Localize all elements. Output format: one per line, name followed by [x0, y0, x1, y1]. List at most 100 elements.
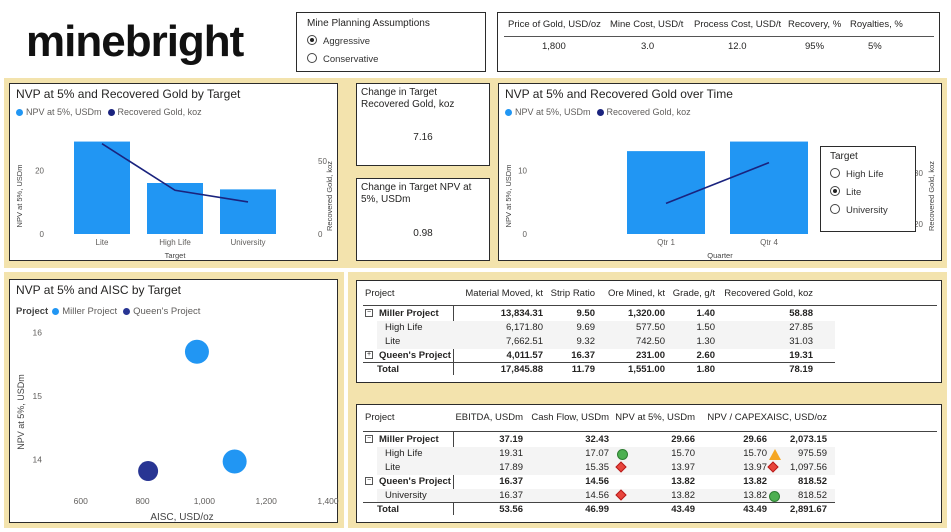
table-row-value: 818.52	[797, 490, 827, 501]
chart1-svg: NPV at 5%, USDm Recovered Gold, koz Targ…	[15, 141, 334, 260]
table-row-label: High Life	[385, 448, 423, 459]
chart-legend: NPV at 5%, USDm Recovered Gold, koz	[505, 107, 691, 117]
group-row-label: Queen's Project	[379, 350, 451, 361]
collapse-icon[interactable]: −	[365, 309, 373, 317]
chart-npv-aisc: NVP at 5% and AISC by Target Project Mil…	[9, 279, 339, 523]
legend-queens-label: Queen's Project	[133, 306, 201, 317]
kpi-label: Change in Target NPV at 5%, USDm	[361, 182, 472, 205]
y-tick-label: 20	[35, 166, 44, 175]
total-row-label: Total	[377, 504, 399, 515]
orange-triangle-icon	[769, 449, 781, 460]
table-row-value: 7,662.51	[506, 336, 543, 347]
radio-selected-icon	[830, 186, 840, 196]
table-row-value: 13.82	[671, 490, 695, 501]
total-row-value: 78.19	[789, 364, 813, 375]
option-university[interactable]: University	[830, 204, 888, 216]
group-row-value: 37.19	[499, 434, 523, 445]
row-background	[377, 321, 835, 335]
chart-npv-by-target: NVP at 5% and Recovered Gold by Target N…	[9, 83, 338, 261]
param-value-process-cost: 12.0	[728, 41, 747, 52]
option-label: University	[846, 205, 888, 216]
table-row-value: 13.97	[743, 462, 767, 473]
y-tick-label: 16	[33, 328, 43, 338]
legend-miller-marker	[52, 308, 60, 315]
table-row-value: 15.70	[743, 448, 767, 459]
divider	[504, 36, 934, 37]
y-tick-label-right: 50	[318, 157, 327, 166]
radio-unselected-icon	[830, 204, 840, 214]
collapse-icon[interactable]: −	[365, 435, 373, 443]
y-tick-label: 0	[40, 230, 45, 239]
group-row-value: 19.31	[789, 350, 813, 361]
x-tick-label: 600	[74, 496, 88, 506]
option-aggressive[interactable]: Aggressive	[307, 35, 370, 47]
table-row-value: 15.35	[585, 462, 609, 473]
chart3-svg: NPV at 5%, USDm AISC, USD/oz 600 800 1,000…	[16, 328, 339, 523]
y-tick-label: 14	[33, 455, 43, 465]
column-header: Material Moved, kt	[465, 288, 543, 299]
x-axis-label: Quarter	[707, 251, 733, 260]
x-tick-label: University	[230, 238, 265, 247]
option-label: High Life	[846, 169, 884, 180]
table-material: Project Material Moved, kt Strip Ratio Ore …	[356, 280, 942, 383]
total-row-value: 1.80	[696, 364, 716, 375]
y-tick-label: 15	[33, 391, 43, 401]
kpi-gold-change: Change in Target Recovered Gold, koz 7.1…	[356, 83, 490, 166]
group-row-value: 1,320.00	[628, 308, 665, 319]
table-row-value: 27.85	[789, 322, 813, 333]
expand-icon[interactable]: +	[365, 351, 373, 359]
param-value-mine-cost: 3.0	[641, 41, 655, 52]
group-row-value: 16.37	[571, 350, 595, 361]
group-row-value: 58.88	[789, 308, 813, 319]
logo: minebright	[26, 14, 276, 66]
total-row-value: 1,551.00	[628, 364, 665, 375]
total-row-label: Total	[377, 364, 399, 375]
row-background	[377, 335, 835, 349]
option-conservative[interactable]: Conservative	[307, 53, 378, 65]
table-row-label: University	[385, 490, 427, 501]
bar-npv	[220, 189, 276, 234]
group-row-value: 29.66	[743, 434, 767, 445]
table-row-value: 17.07	[585, 448, 609, 459]
param-value-royalties: 5%	[868, 41, 882, 52]
assumptions-slicer: Mine Planning Assumptions Aggressive Con…	[296, 12, 486, 72]
param-header-process-cost: Process Cost, USD/t	[694, 19, 782, 30]
group-row-value: 2,073.15	[790, 434, 827, 445]
legend-npv-label: NPV at 5%, USDm	[26, 107, 102, 117]
collapse-icon[interactable]: −	[365, 477, 373, 485]
x-axis-label: Target	[165, 251, 187, 260]
chart-legend: NPV at 5%, USDm Recovered Gold, koz	[16, 107, 202, 117]
kpi-value: 7.16	[413, 132, 433, 143]
column-header: Grade, g/t	[672, 288, 715, 299]
table-body: Project EBITDA, USDm Cash Flow, USDm NPV at…	[357, 405, 943, 524]
line-recovered-gold	[101, 142, 249, 203]
table-row-value: 1.50	[696, 322, 716, 333]
bar-npv	[147, 183, 203, 234]
total-row-value: 2,891.67	[790, 504, 827, 515]
slicer-title: Target	[830, 151, 858, 162]
y-tick-label: 10	[518, 166, 527, 175]
x-tick-label: Qtr 1	[657, 238, 675, 247]
option-lite[interactable]: Lite	[830, 186, 861, 198]
table-row-value: 577.50	[635, 322, 665, 333]
column-header: EBITDA, USDm	[455, 412, 523, 423]
logo-text: minebright	[26, 17, 245, 66]
legend-gold-label: Recovered Gold, koz	[606, 107, 691, 117]
radio-unselected-icon	[307, 53, 317, 63]
group-row-value: 818.52	[797, 476, 827, 487]
x-tick-label: 1,000	[194, 496, 216, 506]
legend-title: Project	[16, 306, 49, 317]
table-row-label: High Life	[385, 322, 423, 333]
chart-legend: Project Miller Project Queen's Project	[16, 306, 200, 317]
table-row-label: Lite	[385, 336, 401, 347]
scatter-point-miller	[222, 449, 247, 474]
option-label: Lite	[846, 187, 862, 198]
x-axis-label: AISC, USD/oz	[150, 512, 213, 523]
x-tick-label: 1,400	[317, 496, 339, 506]
param-value-recovery: 95%	[805, 41, 825, 52]
total-divider	[363, 502, 835, 503]
group-row-value: 32.43	[585, 434, 609, 445]
table-row-value: 6,171.80	[506, 322, 543, 333]
legend-miller-label: Miller Project	[62, 306, 118, 317]
option-high-life[interactable]: High Life	[830, 168, 884, 180]
